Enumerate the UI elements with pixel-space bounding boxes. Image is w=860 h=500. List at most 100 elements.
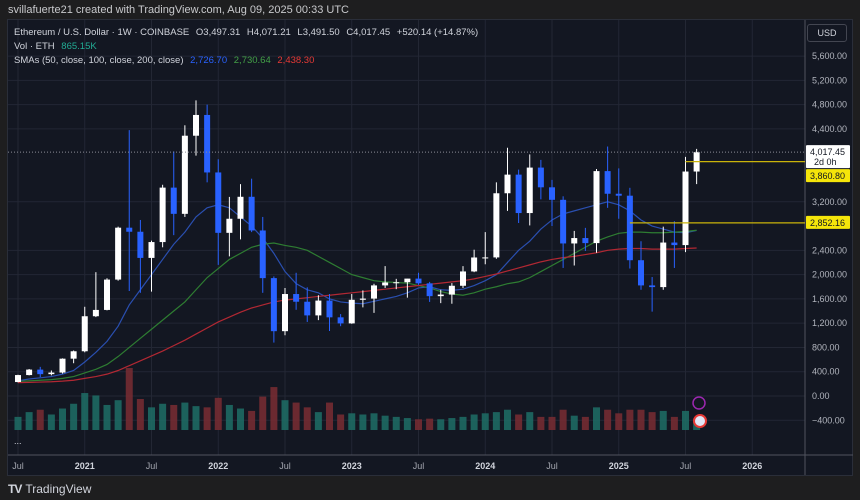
volume-bar bbox=[637, 409, 645, 430]
currency-button[interactable]: USD bbox=[807, 24, 847, 42]
candle-body bbox=[81, 316, 88, 352]
volume-bar bbox=[426, 418, 434, 430]
candle-body bbox=[515, 174, 522, 214]
volume-bar bbox=[337, 414, 345, 430]
volume-bar bbox=[170, 404, 178, 430]
volume-row: Vol · ETH 865.15K bbox=[14, 40, 482, 54]
last-price-tag bbox=[806, 145, 850, 169]
candle-body bbox=[471, 257, 478, 272]
candle-body bbox=[115, 227, 122, 280]
volume-bar bbox=[181, 402, 189, 430]
volume-bar bbox=[415, 419, 422, 430]
volume-bar bbox=[682, 410, 689, 430]
candle-body bbox=[671, 242, 678, 246]
time-tick-label: Jul bbox=[413, 461, 425, 471]
close-value: C4,017.45 bbox=[346, 27, 391, 38]
volume-bar bbox=[548, 416, 556, 430]
candle-body bbox=[504, 174, 511, 194]
candle-body bbox=[293, 294, 300, 302]
volume-bar bbox=[36, 409, 44, 430]
candle-body bbox=[337, 317, 344, 324]
volume-bar bbox=[381, 415, 389, 430]
more-indicators[interactable]: ... bbox=[14, 436, 22, 446]
volume-bar bbox=[114, 400, 122, 430]
volume-bar bbox=[570, 415, 578, 430]
candle-body bbox=[193, 114, 199, 136]
volume-bar bbox=[359, 414, 367, 430]
change-value: +520.14 (+14.87%) bbox=[396, 27, 479, 38]
volume-bar bbox=[604, 409, 612, 430]
candle-body bbox=[604, 171, 611, 194]
price-tick-label: 1,200.00 bbox=[812, 318, 847, 328]
price-tick-label: 1,600.00 bbox=[812, 294, 847, 304]
volume-bar bbox=[103, 404, 111, 430]
footer-brand: TV TradingView bbox=[8, 482, 91, 496]
lightning-event-icon bbox=[692, 396, 706, 410]
volume-bar bbox=[437, 419, 445, 430]
volume-bar bbox=[481, 413, 489, 430]
volume-bar bbox=[470, 414, 478, 430]
volume-bar bbox=[626, 409, 634, 430]
time-tick-label: Jul bbox=[279, 461, 291, 471]
ohlc-row: Ethereum / U.S. Dollar · 1W · COINBASE O… bbox=[14, 26, 482, 40]
candle-body bbox=[326, 300, 333, 318]
candle-body bbox=[248, 196, 255, 231]
volume-bar bbox=[59, 408, 66, 430]
volume-bar bbox=[81, 393, 89, 430]
chart-legend: Ethereum / U.S. Dollar · 1W · COINBASE O… bbox=[14, 26, 482, 68]
level-price-tag bbox=[806, 169, 850, 183]
candle-body bbox=[26, 369, 33, 376]
candle-body bbox=[382, 282, 389, 286]
candle-body bbox=[593, 171, 600, 244]
volume-bar bbox=[492, 412, 500, 430]
volume-bar bbox=[314, 412, 322, 430]
candle-body bbox=[315, 300, 322, 316]
candle-body bbox=[493, 193, 500, 258]
candle-body bbox=[137, 231, 144, 258]
volume-bar bbox=[403, 418, 411, 430]
volume-bar bbox=[370, 413, 378, 430]
volume-bar bbox=[348, 413, 356, 430]
tradingview-logo-icon: TV bbox=[8, 482, 22, 496]
level-price-tag bbox=[806, 215, 850, 229]
symbol-title[interactable]: Ethereum / U.S. Dollar · 1W · COINBASE bbox=[14, 27, 190, 38]
time-tick-label: 2024 bbox=[475, 461, 495, 471]
price-tick-label: 2,400.00 bbox=[812, 245, 847, 255]
time-tick-label: 2026 bbox=[742, 461, 762, 471]
volume-bar bbox=[537, 416, 545, 430]
candle-body bbox=[660, 242, 667, 288]
last-price-label: 4,017.45 bbox=[810, 147, 845, 157]
candle-body bbox=[482, 257, 489, 259]
candle-body bbox=[70, 351, 77, 359]
volume-bar bbox=[593, 407, 600, 430]
candle-body bbox=[170, 187, 177, 214]
time-tick-label: 2022 bbox=[208, 461, 228, 471]
price-tick-label: 4,400.00 bbox=[812, 124, 847, 134]
sma-row: SMAs (50, close, 100, close, 200, close)… bbox=[14, 54, 482, 68]
volume-bar bbox=[14, 416, 22, 430]
candle-body bbox=[348, 299, 355, 324]
volume-bar bbox=[237, 408, 244, 430]
sma-label[interactable]: SMAs (50, close, 100, close, 200, close) bbox=[14, 55, 184, 66]
level-price-label: 2,852.16 bbox=[810, 218, 845, 228]
us-flag-event-icon bbox=[693, 414, 707, 428]
chart-panel[interactable] bbox=[7, 19, 853, 476]
candle-body bbox=[415, 278, 422, 284]
volume-bar bbox=[448, 418, 456, 430]
candle-body bbox=[359, 298, 366, 300]
volume-bar bbox=[92, 395, 100, 430]
candle-body bbox=[582, 238, 589, 244]
candle-body bbox=[682, 171, 689, 246]
time-tick-label: Jul bbox=[146, 461, 158, 471]
candle-body bbox=[549, 187, 555, 200]
volume-bar bbox=[670, 416, 678, 430]
volume-label[interactable]: Vol · ETH bbox=[14, 41, 55, 52]
volume-bar bbox=[504, 409, 511, 430]
price-tick-label: 4,800.00 bbox=[812, 100, 847, 110]
bar-countdown-label: 2d 0h bbox=[814, 157, 837, 167]
level-price-label: 3,860.80 bbox=[810, 171, 845, 181]
candle-body bbox=[37, 369, 44, 375]
volume-bar bbox=[25, 412, 33, 430]
candle-body bbox=[437, 294, 444, 297]
